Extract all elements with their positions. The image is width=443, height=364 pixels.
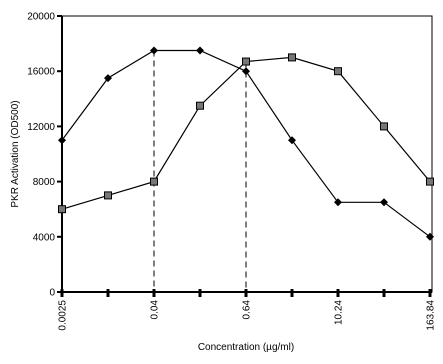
- y-tick-label: 20000: [27, 12, 55, 23]
- diamond-marker: [104, 74, 112, 83]
- square-marker: [380, 122, 388, 131]
- y-tick-label: 16000: [27, 67, 55, 78]
- diamond-marker: [196, 46, 204, 55]
- square-marker: [288, 53, 296, 62]
- square-marker: [242, 57, 250, 66]
- y-tick-label: 4000: [33, 232, 56, 243]
- diamond-marker: [334, 198, 342, 207]
- plot-frame: [61, 15, 433, 293]
- y-tick-label: 8000: [33, 177, 56, 188]
- square-marker: [196, 101, 204, 110]
- square-marker: [104, 191, 112, 200]
- diamond-marker: [380, 198, 388, 207]
- y-tick-label: 12000: [27, 122, 55, 133]
- diamond-marker: [288, 136, 296, 145]
- x-tick-label: 0.04: [150, 300, 161, 320]
- y-axis-label: PKR Activation (OD500): [10, 100, 21, 207]
- diamond-marker: [242, 67, 250, 76]
- square-marker: [334, 67, 342, 76]
- diamond-marker: [426, 232, 434, 241]
- diamond-marker: [150, 46, 158, 55]
- y-tick-label: 0: [49, 288, 55, 299]
- square-marker: [58, 205, 66, 214]
- square-marker: [426, 177, 434, 186]
- x-tick-label: 0.0025: [58, 300, 69, 331]
- x-axis-label: Concentration (µg/ml): [198, 342, 294, 353]
- square-marker: [150, 177, 158, 186]
- x-tick-label: 163.84: [426, 300, 437, 331]
- diamond-marker: [58, 136, 66, 145]
- x-tick-label: 10.24: [334, 300, 345, 325]
- x-tick-label: 0.64: [242, 300, 253, 320]
